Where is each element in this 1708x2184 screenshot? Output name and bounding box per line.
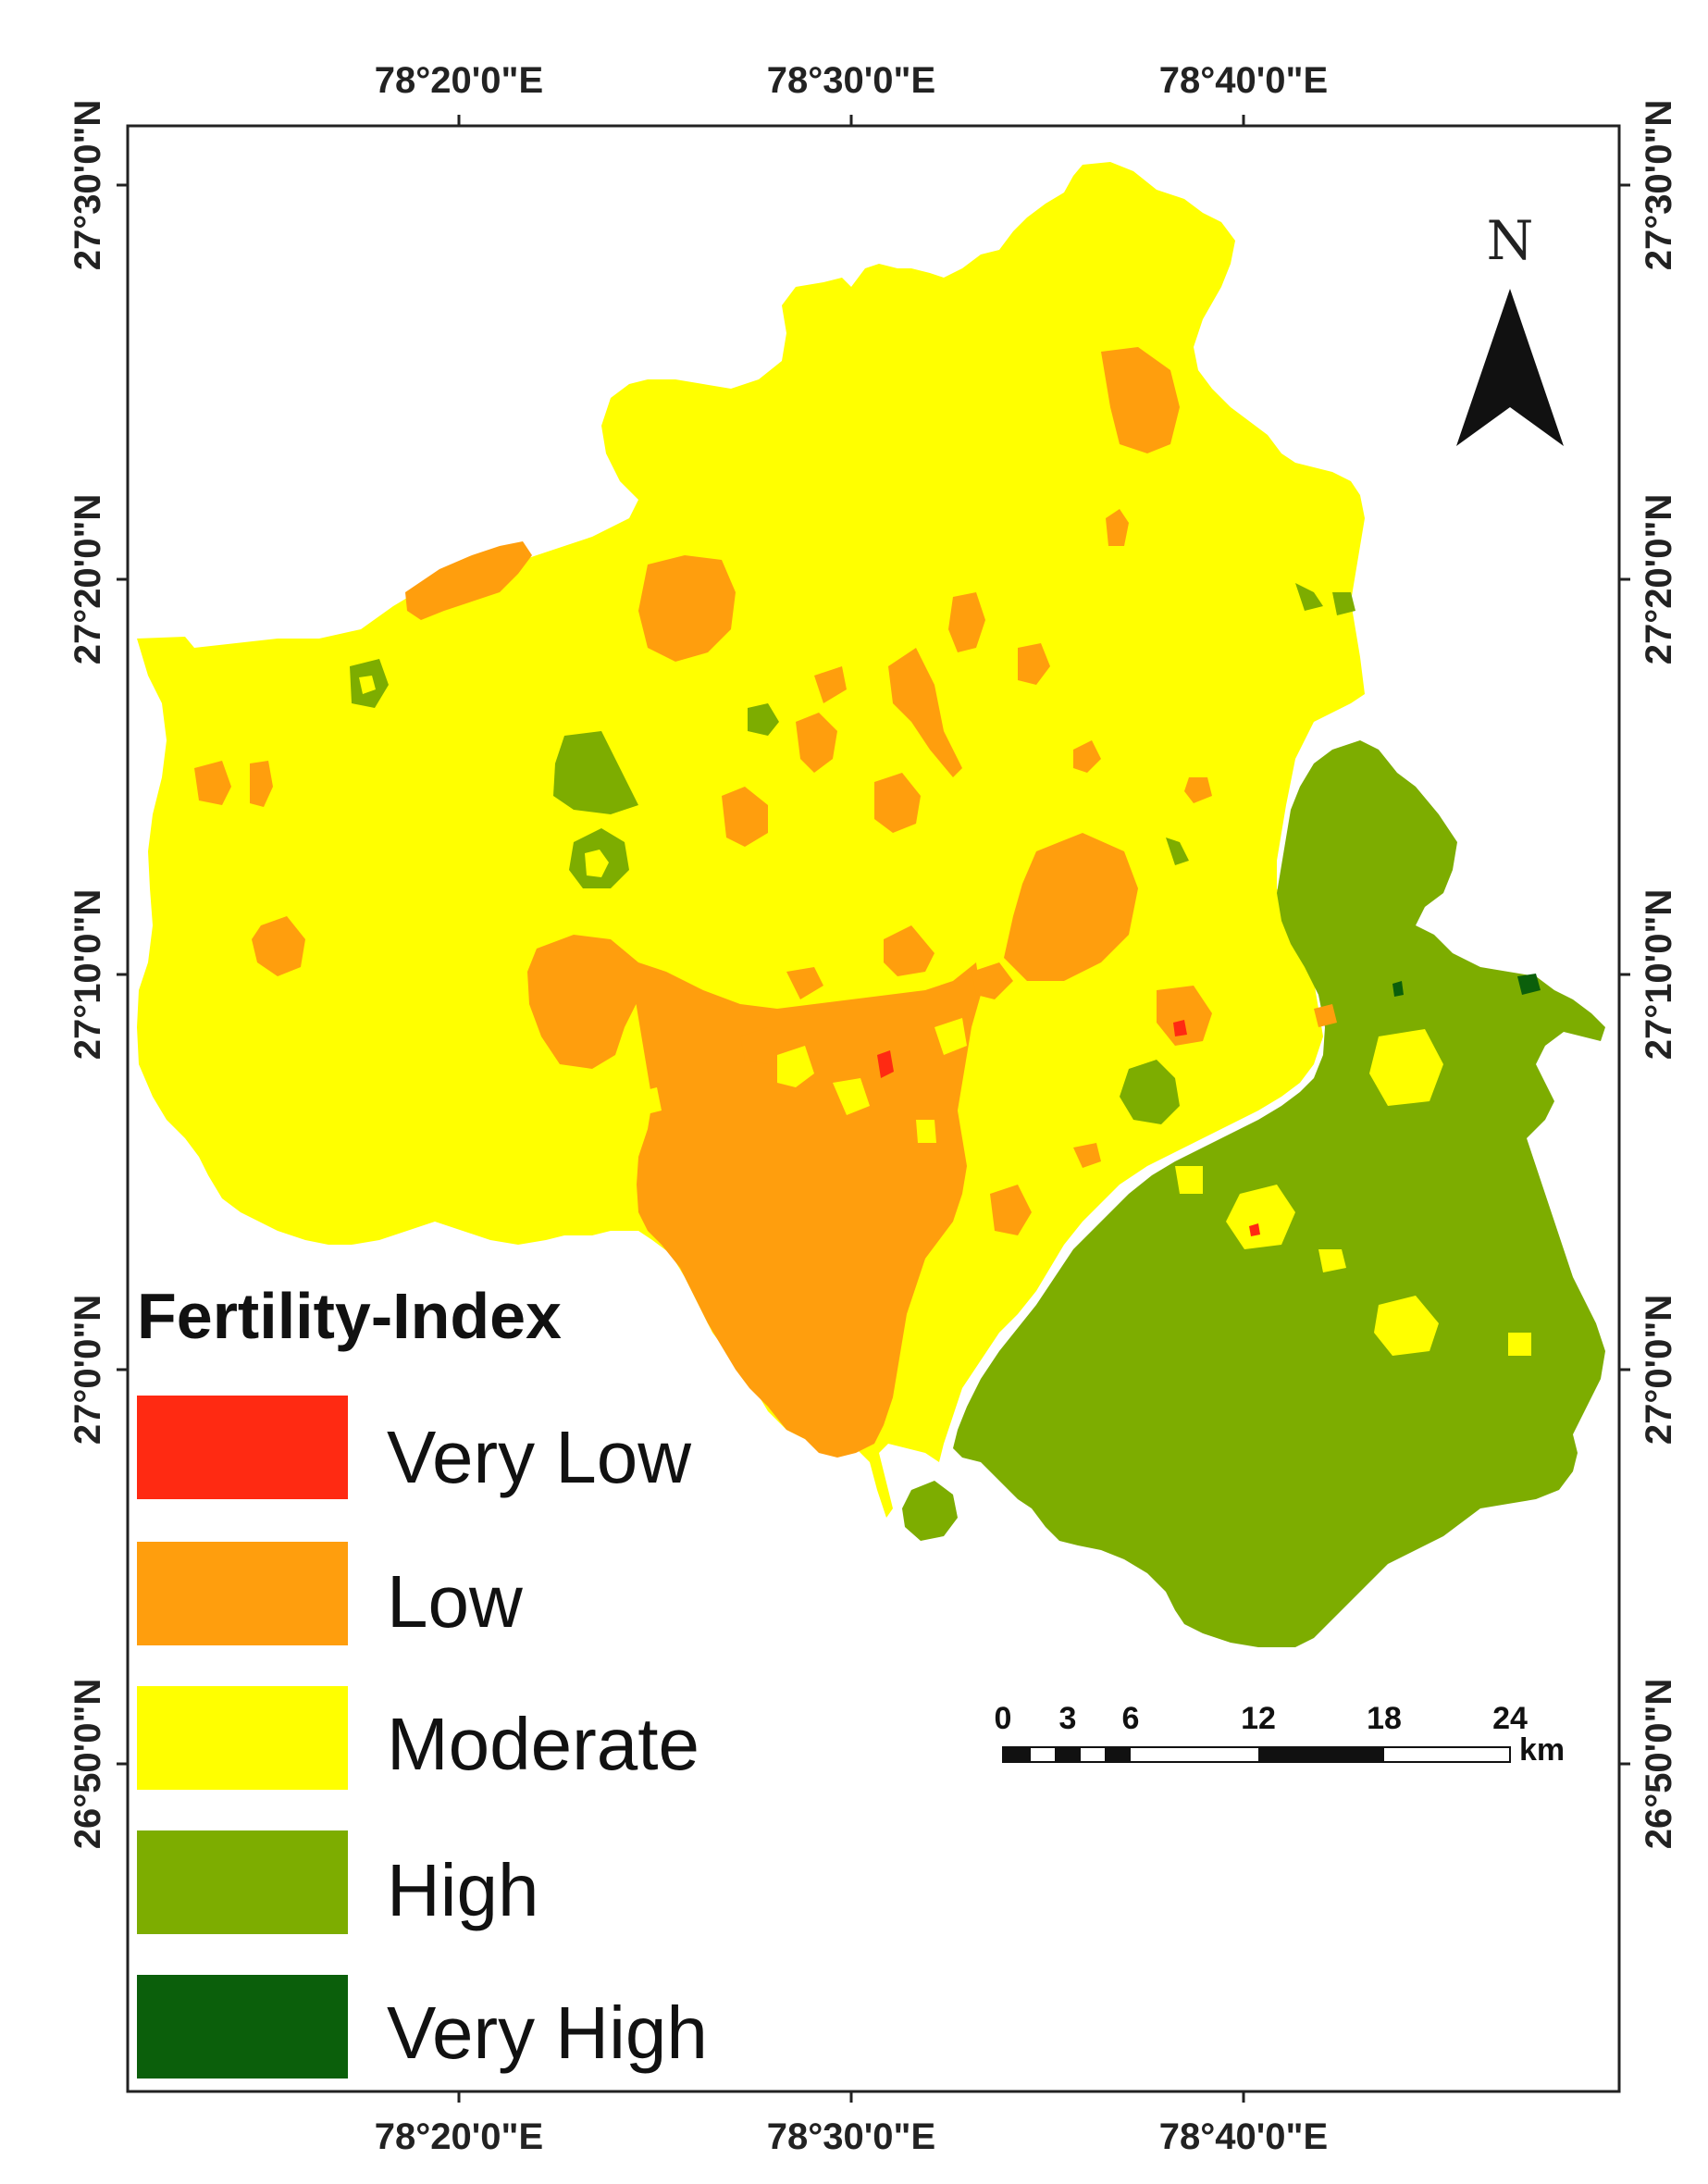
left-coordinate-labels: 27°30'0"N 27°20'0"N 27°10'0"N 27°0'0"N 2… <box>68 100 108 1850</box>
very-high-patches <box>1392 974 1541 997</box>
right-label-1: 27°30'0"N <box>1639 100 1679 271</box>
graticule-ticks <box>117 115 1630 2103</box>
scale-bar: 0 3 6 12 18 24 km <box>995 1701 1566 1768</box>
left-label-2: 27°20'0"N <box>68 494 108 665</box>
scale-seg-2 <box>1055 1747 1081 1762</box>
right-label-5: 26°50'0"N <box>1639 1679 1679 1850</box>
bottom-coordinate-labels: 78°20'0"E 78°30'0"E 78°40'0"E <box>375 2116 1328 2157</box>
legend-swatch-very-high <box>137 1975 348 2079</box>
moderate-ring-holes <box>359 676 609 877</box>
top-coordinate-labels: 78°20'0"E 78°30'0"E 78°40'0"E <box>375 60 1328 101</box>
legend-label-very-high: Very High <box>387 1992 708 2074</box>
map-regions <box>137 162 1605 1647</box>
scale-tick-12: 12 <box>1241 1701 1276 1736</box>
scale-tick-0: 0 <box>995 1701 1012 1736</box>
left-label-5: 26°50'0"N <box>68 1679 108 1850</box>
scale-seg-4 <box>1258 1747 1384 1762</box>
top-label-2: 78°30'0"E <box>767 60 935 101</box>
scale-tick-18: 18 <box>1367 1701 1402 1736</box>
legend-title: Fertility-Index <box>137 1280 562 1352</box>
legend-swatch-moderate <box>137 1686 348 1790</box>
low-region-west-lobe <box>527 935 638 1069</box>
legend-label-moderate: Moderate <box>387 1703 699 1785</box>
low-region-main <box>634 962 981 1458</box>
scale-seg-3 <box>1105 1747 1131 1762</box>
north-arrow: N <box>1456 209 1564 446</box>
top-label-1: 78°20'0"E <box>375 60 543 101</box>
bottom-label-2: 78°30'0"E <box>767 2116 935 2157</box>
left-label-3: 27°10'0"N <box>68 889 108 1061</box>
high-region-outlier <box>902 1481 958 1541</box>
scale-tick-6: 6 <box>1122 1701 1140 1736</box>
left-label-4: 27°0'0"N <box>68 1295 108 1445</box>
legend-label-very-low: Very Low <box>387 1416 691 1498</box>
scale-unit: km <box>1519 1732 1565 1768</box>
right-coordinate-labels: 27°30'0"N 27°20'0"N 27°10'0"N 27°0'0"N 2… <box>1639 100 1679 1850</box>
top-label-3: 78°40'0"E <box>1159 60 1328 101</box>
legend-label-low: Low <box>387 1560 523 1643</box>
right-label-2: 27°20'0"N <box>1639 494 1679 665</box>
left-label-1: 27°30'0"N <box>68 100 108 271</box>
high-patches <box>350 583 1355 1124</box>
legend-swatch-very-low <box>137 1396 348 1499</box>
legend: Fertility-Index Very Low Low Moderate Hi… <box>137 1280 708 2079</box>
very-low-patches <box>877 1020 1260 1236</box>
right-label-3: 27°10'0"N <box>1639 889 1679 1061</box>
moderate-holes <box>638 1018 967 1143</box>
scale-seg-1 <box>1003 1747 1031 1762</box>
north-arrow-icon <box>1456 289 1564 446</box>
scale-tick-3: 3 <box>1059 1701 1077 1736</box>
bottom-label-3: 78°40'0"E <box>1159 2116 1328 2157</box>
legend-swatch-high <box>137 1830 348 1934</box>
moderate-islands <box>1175 1029 1531 1356</box>
bottom-label-1: 78°20'0"E <box>375 2116 543 2157</box>
north-label: N <box>1487 209 1534 272</box>
legend-label-high: High <box>387 1849 539 1931</box>
right-label-4: 27°0'0"N <box>1639 1295 1679 1445</box>
low-patches <box>194 347 1337 1235</box>
legend-swatch-low <box>137 1542 348 1645</box>
scale-tick-24: 24 <box>1492 1701 1528 1736</box>
